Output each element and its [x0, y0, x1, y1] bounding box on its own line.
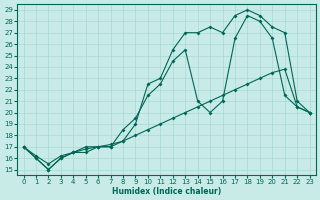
- X-axis label: Humidex (Indice chaleur): Humidex (Indice chaleur): [112, 187, 221, 196]
